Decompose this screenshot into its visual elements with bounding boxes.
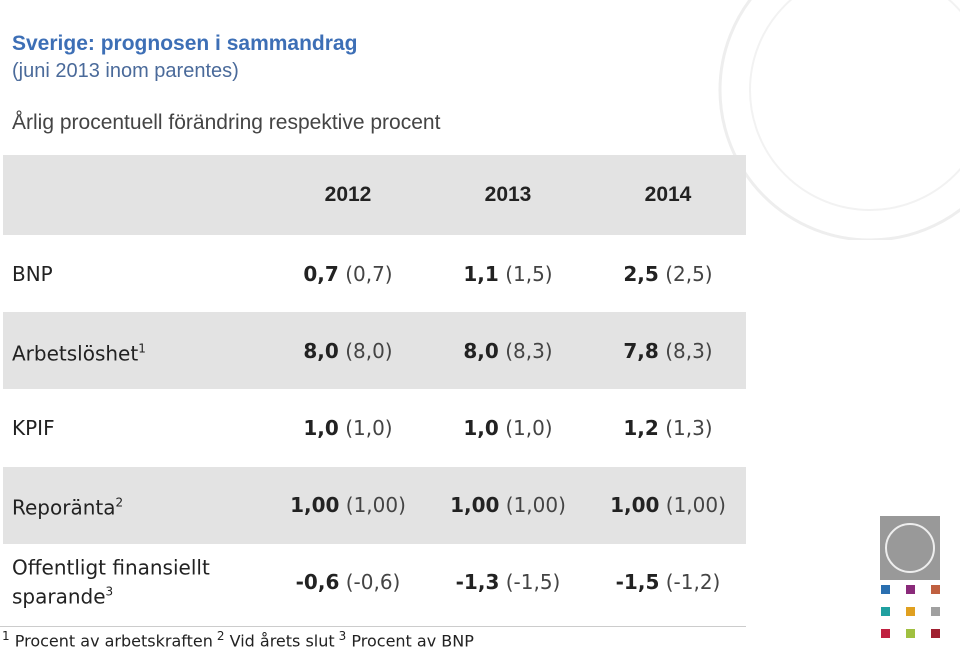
cell: 2,5 (2,5) [588, 262, 748, 286]
table-row: Arbetslöshet1 8,0 (8,0) 8,0 (8,3) 7,8 (8,3) [3, 312, 748, 390]
value: 1,0 [303, 415, 339, 440]
title: Sverige: prognosen i sammandrag [12, 32, 358, 55]
value: 8,0 [463, 338, 499, 363]
logo [880, 516, 940, 638]
previous-value: (1,3) [665, 415, 713, 440]
previous-value: (-1,2) [665, 570, 721, 595]
footnote-marker: 3 [338, 629, 347, 643]
row-label: Arbetslöshet1 [12, 336, 146, 365]
cell: -0,6 (-0,6) [268, 570, 428, 594]
previous-value: (1,0) [345, 415, 393, 440]
cell: 1,0 (1,0) [268, 416, 428, 440]
footnotes: 1 Procent av arbetskraften 2 Vid årets sl… [0, 626, 746, 650]
previous-value: (-1,5) [505, 570, 561, 595]
footnote-marker: 2 [115, 495, 124, 510]
previous-value: (-0,6) [345, 570, 401, 595]
footnote-text: Procent av BNP [351, 631, 474, 650]
cell: 8,0 (8,0) [268, 339, 428, 363]
cell: 7,8 (8,3) [588, 339, 748, 363]
previous-value: (8,3) [665, 338, 713, 363]
footnote-text: Vid årets slut [229, 631, 335, 650]
watermark [718, 0, 960, 240]
value: 1,1 [463, 261, 499, 286]
cell: 1,1 (1,5) [428, 262, 588, 286]
value: 1,0 [463, 415, 499, 440]
cell: 8,0 (8,3) [428, 339, 588, 363]
row-label: Reporänta2 [12, 491, 124, 520]
label-text: Offentligt finansiellt [12, 555, 210, 580]
previous-value: (8,0) [345, 338, 393, 363]
row-label: BNP [12, 262, 53, 286]
label-text: KPIF [12, 415, 55, 440]
value: -0,6 [295, 570, 340, 595]
cell: 1,2 (1,3) [588, 416, 748, 440]
previous-value: (2,5) [665, 261, 713, 286]
column-header: 2014 [644, 183, 692, 206]
value: 2,5 [623, 261, 659, 286]
value: 1,00 [610, 493, 660, 518]
cell: 1,0 (1,0) [428, 416, 588, 440]
previous-value: (1,0) [505, 415, 553, 440]
footnote-marker: 1 [138, 341, 146, 356]
value: -1,3 [455, 570, 500, 595]
column-header: 2013 [484, 183, 532, 206]
value: 8,0 [303, 338, 339, 363]
header-row: 2012 2013 2014 [3, 155, 746, 235]
cell: 1,00 (1,00) [268, 493, 428, 517]
previous-value: (1,00) [505, 493, 566, 518]
value: 0,7 [303, 261, 339, 286]
table-row: Reporänta2 1,00 (1,00) 1,00 (1,00) 1,00 (1,… [3, 466, 748, 544]
cell: -1,3 (-1,5) [428, 570, 588, 594]
value: -1,5 [615, 570, 660, 595]
previous-value: (8,3) [505, 338, 553, 363]
column-header: 2012 [324, 183, 372, 206]
footnote-marker: 2 [216, 629, 225, 643]
label-text: Reporänta [12, 495, 116, 520]
row-label: Offentligt finansiellt sparande3 [12, 556, 210, 609]
previous-value: (1,00) [345, 493, 406, 518]
previous-value: (1,5) [505, 261, 553, 286]
previous-value: (1,00) [665, 493, 726, 518]
label-text: sparande [12, 584, 106, 609]
cell: 1,00 (1,00) [588, 493, 748, 517]
row-label: KPIF [12, 416, 55, 440]
cell: -1,5 (-1,2) [588, 570, 748, 594]
footnote-marker: 1 [2, 629, 10, 643]
value: 7,8 [623, 338, 659, 363]
cell: 0,7 (0,7) [268, 262, 428, 286]
value: 1,2 [623, 415, 659, 440]
label-text: BNP [12, 261, 53, 286]
description: Årlig procentuell förändring respektive … [12, 111, 441, 134]
value: 1,00 [450, 493, 500, 518]
subtitle: (juni 2013 inom parentes) [12, 60, 239, 82]
table-row: BNP 0,7 (0,7) 1,1 (1,5) 2,5 (2,5) [3, 235, 746, 312]
table-row: Offentligt finansiellt sparande3 -0,6 (-0,… [3, 544, 746, 621]
label-text: Arbetslöshet [12, 341, 139, 366]
previous-value: (0,7) [345, 261, 393, 286]
table-row: KPIF 1,0 (1,0) 1,0 (1,0) 1,2 (1,3) [3, 389, 746, 466]
footnote-text: Procent av arbetskraften [14, 631, 213, 650]
footnote-marker: 3 [105, 584, 114, 599]
value: 1,00 [290, 493, 340, 518]
cell: 1,00 (1,00) [428, 493, 588, 517]
